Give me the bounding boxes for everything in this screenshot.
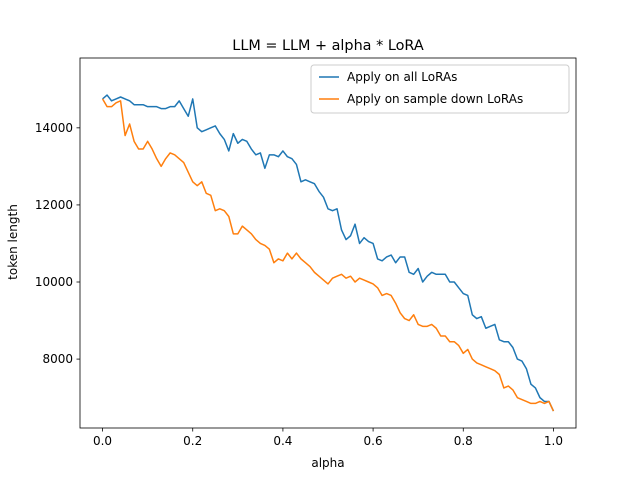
x-tick-label: 0.0 [93, 434, 112, 448]
x-tick-label: 1.0 [544, 434, 563, 448]
series-line [102, 94, 555, 412]
x-tick-label: 0.6 [364, 434, 383, 448]
legend-box [310, 64, 570, 114]
chart-title: LLM = LLM + alpha * LoRA [232, 38, 424, 54]
y-tick-label: 10000 [35, 275, 73, 289]
x-tick-label: 0.8 [454, 434, 473, 448]
legend-label: Apply on all LoRAs [347, 70, 457, 84]
y-tick-label: 14000 [35, 121, 73, 135]
plot-frame [79, 57, 577, 429]
x-tick-label: 0.4 [273, 434, 292, 448]
legend-label: Apply on sample down LoRAs [347, 92, 523, 106]
y-axis-label: token length [6, 204, 20, 280]
y-tick-label: 12000 [35, 198, 73, 212]
legend: Apply on all LoRAs Apply on sample down L… [310, 64, 570, 114]
x-axis-label: alpha [311, 456, 344, 470]
x-tick-label: 0.2 [183, 434, 202, 448]
series-line [101, 98, 555, 412]
y-tick-label: 8000 [42, 352, 73, 366]
